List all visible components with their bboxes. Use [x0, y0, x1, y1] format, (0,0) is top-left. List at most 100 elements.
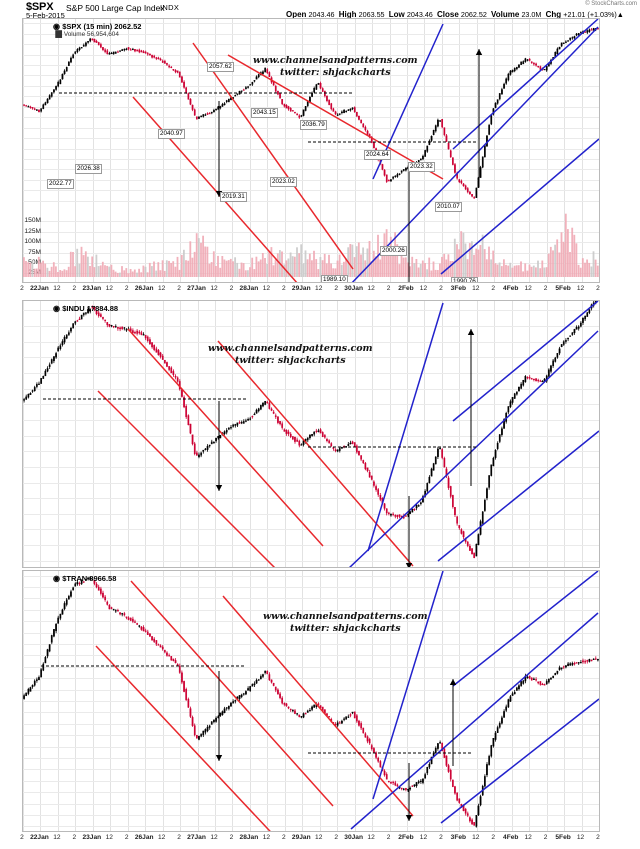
gridline-vertical [599, 571, 600, 831]
x-axis-tick-label: 2 [20, 834, 24, 841]
gridline-horizontal [23, 55, 599, 56]
price-annotation: 2057.62 [207, 62, 234, 72]
x-axis-tick-label: 12 [419, 834, 428, 841]
ohlc-quote-bar: Open 2043.46 High 2063.55 Low 2043.46 Cl… [286, 10, 624, 19]
gridline-vertical [180, 301, 181, 567]
trendline-overlay [59, 19, 599, 282]
price-annotation: 2026.38 [75, 164, 102, 174]
gridline-vertical [355, 301, 356, 567]
gridline-vertical [320, 301, 321, 567]
volume-bars [23, 213, 599, 277]
price-annotation: 1990.76 [451, 277, 478, 282]
x-axis-tick-label: 2 [72, 834, 77, 841]
watermark: www.channelsandpatterns.com twitter: shja… [263, 611, 428, 635]
gridline-horizontal [23, 545, 599, 546]
legend-bullet-icon: ◉ [53, 22, 63, 31]
volume-axis-tick-label: 100M [24, 238, 42, 246]
gridline-vertical [564, 301, 565, 567]
watermark-url: www.channelsandpatterns.com [263, 611, 428, 622]
gridline-vertical [355, 19, 356, 282]
chg-label: Chg [545, 10, 562, 19]
gridline-vertical [477, 19, 478, 282]
x-axis-tick-label: 2Feb [398, 834, 414, 841]
x-axis-tick-label: 5Feb [555, 834, 571, 841]
gridline-horizontal [23, 576, 599, 577]
gridline-vertical [23, 301, 24, 567]
x-axis-tick-label: 2 [491, 285, 496, 292]
watermark-url: www.channelsandpatterns.com [253, 55, 418, 66]
x-axis-tick-label: 30Jan [344, 834, 363, 841]
gridline-vertical [285, 301, 286, 567]
x-axis-tick-label: 26Jan [134, 285, 154, 292]
gridline-horizontal [23, 201, 599, 202]
gridline-horizontal [23, 561, 599, 562]
gridline-horizontal [23, 159, 599, 160]
gridline-horizontal [23, 253, 599, 254]
panel-indu: 1785017800177501770017650176001755017500… [22, 300, 600, 568]
x-axis-tick-label: 12 [419, 285, 428, 292]
volume-axis-tick-label: 150M [24, 217, 42, 225]
legend-symbol-label: $TRAN 8966.58 [62, 574, 117, 583]
x-axis-tick-label: 2 [334, 834, 339, 841]
gridline-horizontal [23, 357, 599, 358]
gridline-vertical [40, 19, 41, 282]
x-axis-tick-label: 2 [72, 285, 77, 292]
gridline-vertical [40, 301, 41, 567]
gridline-horizontal [23, 373, 599, 374]
gridline-horizontal [23, 169, 599, 170]
price-annotation: 2000.26 [380, 246, 407, 256]
gridline-vertical [198, 301, 199, 567]
x-axis-tick-label: 2 [543, 834, 548, 841]
panel-legend-spx: ◉ $SPX (15 min) 2062.52 [53, 22, 141, 31]
gridline-horizontal [23, 107, 599, 108]
x-axis-tick-label: 2Feb [398, 285, 414, 292]
gridline-horizontal [23, 529, 599, 530]
trendline-overlay [43, 301, 599, 567]
gridline-horizontal [23, 815, 599, 816]
gridline-horizontal [23, 655, 599, 656]
gridline-vertical [424, 301, 425, 567]
gridline-vertical [93, 19, 94, 282]
chart-date: 5-Feb-2015 [26, 11, 65, 20]
x-axis-tick-label: 22Jan [30, 285, 49, 292]
gridline-horizontal [23, 326, 599, 327]
price-annotation: 2023.02 [270, 177, 297, 187]
gridline-horizontal [23, 498, 599, 499]
x-axis-tick-label: 12 [157, 285, 166, 292]
gridline-horizontal [23, 587, 599, 588]
x-axis-tick-label: 2 [334, 285, 339, 292]
gridline-vertical [582, 301, 583, 567]
low-value: 2043.46 [406, 10, 433, 19]
x-axis-tick-label: 2 [543, 285, 548, 292]
gridline-vertical [58, 19, 59, 282]
x-axis-tick-label: 3Feb [450, 834, 467, 841]
gridline-horizontal [23, 724, 599, 725]
x-axis-tick-label: 4Feb [503, 834, 519, 841]
gridline-horizontal [23, 75, 599, 76]
chg-value: +21.01 (+1.03%) [563, 10, 617, 19]
gridline-horizontal [23, 712, 599, 713]
price-annotation: 2040.97 [158, 129, 185, 139]
gridline-horizontal [23, 758, 599, 759]
gridline-vertical [442, 19, 443, 282]
gridline-horizontal [23, 598, 599, 599]
gridline-horizontal [23, 735, 599, 736]
gridline-horizontal [23, 678, 599, 679]
gridline-vertical [163, 301, 164, 567]
x-axis-tick-label: 2 [124, 834, 129, 841]
panel-spx: 2065206020552050204520402035203020252020… [22, 18, 600, 283]
x-axis-tick-label: 2 [177, 834, 181, 841]
gridline-vertical [529, 19, 530, 282]
gridline-horizontal [23, 633, 599, 634]
chart-header: $SPX S&P 500 Large Cap Index INDX 5-Feb-… [0, 0, 640, 20]
gridline-vertical [285, 19, 286, 282]
gridline-vertical [93, 301, 94, 567]
gridline-horizontal [23, 621, 599, 622]
x-axis-tick-label: 2 [439, 285, 443, 292]
gridline-vertical [529, 301, 530, 567]
gridline-vertical [320, 19, 321, 282]
gridline-vertical [232, 301, 233, 567]
gridline-vertical [512, 301, 513, 567]
gridline-horizontal [23, 242, 599, 243]
gridline-vertical [250, 301, 251, 567]
